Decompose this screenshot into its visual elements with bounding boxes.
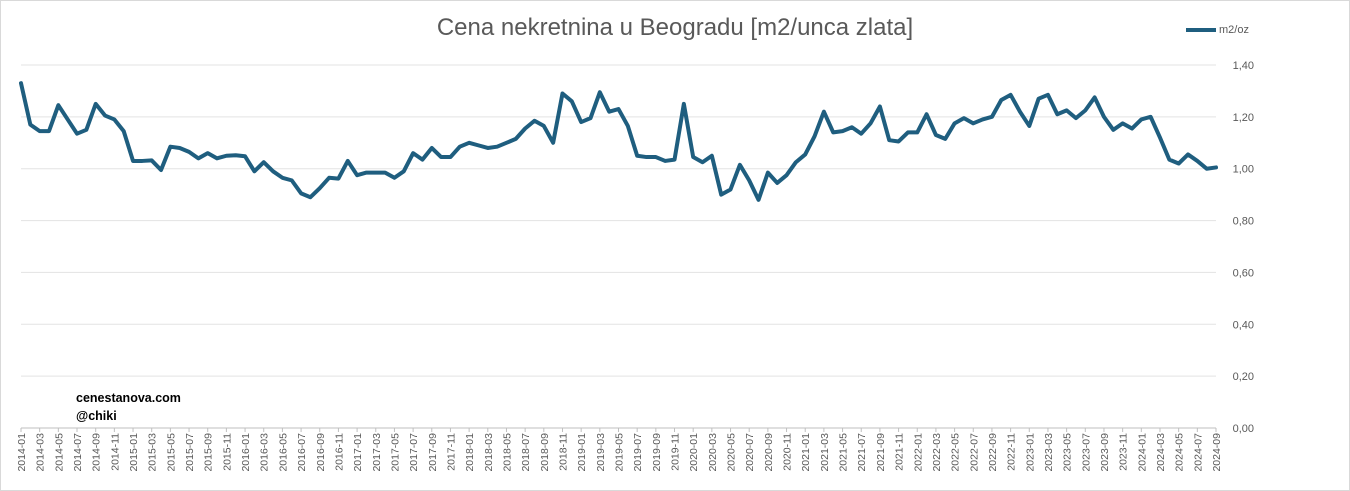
y-tick-label: 1,40 — [1233, 60, 1254, 72]
x-tick-label: 2019-11 — [670, 433, 682, 471]
x-tick-label: 2024-07 — [1192, 433, 1204, 472]
x-tick-label: 2023-07 — [1080, 433, 1092, 472]
watermark: cenestanova.com @chiki — [76, 389, 181, 425]
x-tick-label: 2022-01 — [912, 433, 924, 472]
series-lines — [19, 81, 1218, 202]
x-tick-label: 2014-05 — [53, 433, 65, 472]
x-tick-label: 2014-09 — [91, 433, 103, 472]
x-tick-label: 2021-09 — [875, 433, 887, 472]
x-tick-label: 2017-11 — [445, 433, 457, 471]
x-tick-label: 2018-09 — [539, 433, 551, 472]
x-tick-label: 2016-07 — [296, 433, 308, 472]
x-tick-label: 2016-09 — [315, 433, 327, 472]
x-tick-label: 2020-03 — [707, 433, 719, 472]
chart-title: Cena nekretnina u Beogradu [m2/unca zlat… — [436, 14, 914, 41]
x-tick-label: 2023-11 — [1118, 433, 1130, 471]
x-tick-label: 2018-01 — [464, 433, 476, 472]
x-tick-label: 2022-09 — [987, 433, 999, 472]
x-tick-label: 2020-07 — [744, 433, 756, 472]
x-axis-tickmarks — [20, 428, 1217, 432]
x-tick-label: 2023-01 — [1024, 433, 1036, 472]
x-tick-label: 2015-05 — [165, 433, 177, 472]
x-tick-label: 2024-05 — [1174, 433, 1186, 472]
x-tick-label: 2021-11 — [894, 433, 906, 471]
x-axis-labels: 2014-01 2014-03 2014-05 2014-07 2014-09 2014-… — [16, 433, 1223, 472]
gridlines — [21, 64, 1216, 429]
x-tick-label: 2014-07 — [72, 433, 84, 472]
x-tick-label: 2014-03 — [35, 433, 47, 472]
x-tick-label: 2023-03 — [1043, 433, 1055, 472]
x-tick-label: 2019-05 — [614, 433, 626, 472]
x-tick-label: 2022-03 — [931, 433, 943, 472]
x-tick-label: 2024-03 — [1155, 433, 1167, 472]
x-tick-label: 2018-05 — [501, 433, 513, 472]
x-tick-label: 2016-03 — [259, 433, 271, 472]
x-tick-label: 2017-03 — [371, 433, 383, 472]
legend: m2/oz — [1186, 22, 1249, 38]
x-tick-label: 2018-11 — [557, 433, 569, 471]
x-tick-label: 2022-05 — [950, 433, 962, 472]
x-tick-label: 2021-01 — [800, 433, 812, 472]
legend-label: m2/oz — [1219, 24, 1249, 36]
x-tick-label: 2024-01 — [1136, 433, 1148, 472]
x-tick-label: 2018-03 — [483, 433, 495, 472]
x-tick-label: 2020-09 — [763, 433, 775, 472]
y-axis-ticks: 0,00 0,20 0,40 0,60 0,80 1,00 1,20 1,40 — [1233, 60, 1254, 435]
x-tick-label: 2017-07 — [408, 433, 420, 472]
y-tick-label: 0,20 — [1233, 371, 1254, 383]
x-tick-label: 2019-01 — [576, 433, 588, 472]
x-tick-label: 2019-09 — [651, 433, 663, 472]
y-tick-label: 0,80 — [1233, 216, 1254, 228]
x-tick-label: 2015-09 — [203, 433, 215, 472]
x-tick-label: 2019-07 — [632, 433, 644, 472]
x-tick-label: 2022-07 — [968, 433, 980, 472]
x-tick-label: 2021-07 — [856, 433, 868, 472]
x-tick-label: 2023-09 — [1099, 433, 1111, 472]
x-tick-label: 2023-05 — [1062, 433, 1074, 472]
x-tick-label: 2019-03 — [595, 433, 607, 472]
x-tick-label: 2021-03 — [819, 433, 831, 472]
y-tick-label: 0,40 — [1233, 319, 1254, 331]
watermark-site: cenestanova.com — [76, 391, 181, 405]
x-tick-label: 2015-11 — [221, 433, 233, 471]
x-tick-label: 2022-11 — [1006, 433, 1018, 471]
y-tick-label: 1,20 — [1233, 112, 1254, 124]
x-tick-label: 2017-01 — [352, 433, 364, 472]
x-tick-label: 2021-05 — [838, 433, 850, 472]
x-tick-label: 2017-05 — [389, 433, 401, 472]
x-tick-label: 2017-09 — [427, 433, 439, 472]
x-tick-label: 2016-01 — [240, 433, 252, 472]
y-tick-label: 1,00 — [1233, 164, 1254, 176]
watermark-handle: @chiki — [76, 409, 117, 423]
x-tick-label: 2015-03 — [147, 433, 159, 472]
series-line-m2-oz — [19, 81, 1218, 202]
y-tick-label: 0,60 — [1233, 267, 1254, 279]
x-tick-label: 2024-09 — [1211, 433, 1223, 472]
x-tick-label: 2015-01 — [128, 433, 140, 472]
x-tick-label: 2016-05 — [277, 433, 289, 472]
legend-swatch — [1186, 28, 1216, 32]
x-tick-label: 2014-01 — [16, 433, 28, 472]
x-tick-label: 2015-07 — [184, 433, 196, 472]
x-tick-label: 2020-05 — [726, 433, 738, 472]
x-tick-label: 2014-11 — [109, 433, 121, 471]
x-tick-label: 2020-11 — [782, 433, 794, 471]
y-tick-label: 0,00 — [1233, 423, 1254, 435]
x-tick-label: 2016-11 — [333, 433, 345, 471]
x-tick-label: 2020-01 — [688, 433, 700, 472]
x-tick-label: 2018-07 — [520, 433, 532, 472]
